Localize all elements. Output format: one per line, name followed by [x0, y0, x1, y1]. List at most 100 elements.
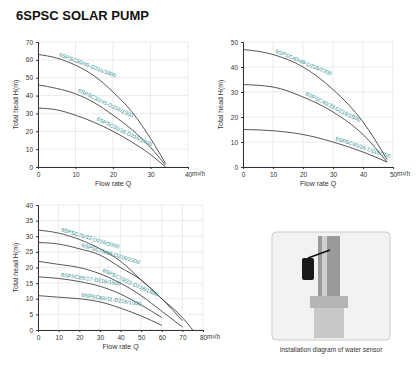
y-tick: 25 — [26, 248, 38, 255]
y-tick-mark — [241, 92, 243, 93]
y-tick-mark — [241, 42, 243, 43]
y-tick-label: 15 — [26, 280, 34, 287]
y-tick-label: 0 — [29, 164, 33, 171]
grid-line-y — [243, 42, 393, 43]
y-tick-mark — [36, 283, 38, 284]
pump-head — [310, 296, 348, 308]
curve-labels: 6SPSC40/49-D216/22006SPSC40/33-D216/1500… — [275, 48, 392, 159]
grid-line-y — [243, 92, 393, 93]
x-tick-mark — [182, 330, 183, 332]
curve-label: 6SPSC40/16-D216/750 — [335, 135, 391, 159]
y-tick: 0 — [29, 164, 38, 171]
y-tick-mark — [36, 236, 38, 237]
y-tick-label: 35 — [26, 217, 34, 224]
y-tick-label: 20 — [26, 128, 34, 135]
y-axis: 0510152025303540 — [26, 202, 39, 334]
y-tick: 0 — [234, 164, 243, 171]
y-tick: 70 — [26, 39, 38, 46]
x-tick-label: 70 — [179, 334, 187, 341]
y-tick: 35 — [26, 217, 38, 224]
pump-curve — [38, 108, 166, 167]
y-tick-label: 50 — [26, 74, 34, 81]
image-frame — [272, 232, 390, 340]
x-axis: 010203040 — [37, 167, 193, 178]
y-tick-label: 40 — [231, 64, 239, 71]
x-tick-label: 60 — [159, 334, 167, 341]
x-axis-line — [39, 168, 189, 170]
x-tick-mark — [203, 330, 204, 332]
x-tick-label: 10 — [270, 171, 278, 178]
y-tick: 30 — [26, 233, 38, 240]
y-tick-mark — [36, 221, 38, 222]
x-axis-title: Flow rate Q — [95, 180, 132, 188]
x-tick: 10 — [72, 167, 80, 178]
x-tick-mark — [393, 167, 394, 169]
x-tick-label: 50 — [138, 334, 146, 341]
x-tick: 30 — [147, 167, 155, 178]
x-tick-mark — [151, 167, 152, 169]
y-tick-mark — [36, 78, 38, 79]
x-tick: 20 — [110, 167, 118, 178]
x-tick-label: 20 — [300, 171, 308, 178]
installation-image — [272, 232, 390, 340]
page-title: 6SPSC SOLAR PUMP — [16, 8, 149, 23]
x-axis: 01020304050 — [242, 167, 398, 178]
y-tick-label: 10 — [26, 146, 34, 153]
y-tick: 50 — [231, 39, 243, 46]
x-tick-label: 20 — [110, 171, 118, 178]
y-tick-label: 40 — [26, 202, 34, 209]
y-tick-label: 20 — [231, 114, 239, 121]
grid-line-x — [141, 205, 142, 330]
x-tick-label: 30 — [97, 334, 105, 341]
y-tick-mark — [36, 314, 38, 315]
curve-label: 6SPSC60/11-D216/1000 — [81, 292, 141, 307]
x-tick-mark — [76, 167, 77, 169]
y-axis-line — [241, 43, 244, 168]
x-tick-mark — [100, 330, 101, 332]
y-tick: 60 — [26, 56, 38, 63]
curve-label: 6SPSC30/60-D216/1800 — [58, 51, 117, 78]
page: 6SPSC SOLAR PUMP 0 10 20 30 40 0 10 20 30 40 50 60 70… — [0, 0, 420, 373]
y-tick-label: 25 — [26, 248, 34, 255]
x-tick-mark — [79, 330, 80, 332]
x-tick-label: 0 — [37, 171, 41, 178]
curve-label: 6SPSC40/33-D216/1500 — [305, 91, 362, 123]
x-tick-label: 0 — [242, 171, 246, 178]
x-tick-label: 10 — [56, 334, 64, 341]
x-axis-title: Flow rate Q — [102, 343, 139, 351]
y-tick: 10 — [231, 139, 243, 146]
pump-curve — [38, 85, 166, 165]
x-tick-label: 30 — [330, 171, 338, 178]
y-axis-line — [36, 43, 39, 168]
curve-label: 6SPSC65/17-D216/1500 — [60, 271, 121, 286]
x-tick: 30 — [97, 330, 105, 341]
grid-line-x — [393, 42, 394, 167]
grid — [38, 205, 203, 330]
x-tick-mark — [303, 167, 304, 169]
image-caption: Installation diagram of water sensor — [280, 346, 383, 354]
curve-labels: 6SPSC30/60-D216/1800 6SPSC30/45-D216/1300… — [58, 51, 153, 147]
grid — [38, 42, 188, 167]
x-tick-label: 30 — [147, 171, 155, 178]
y-tick-label: 30 — [26, 110, 34, 117]
y-tick: 20 — [26, 264, 38, 271]
x-tick-mark — [121, 330, 122, 332]
curve-label: 6SPSC30/45-D216/1300 — [77, 87, 134, 118]
y-tick-label: 30 — [26, 233, 34, 240]
curve-label: 6SPSC30/31-D216/1000 — [96, 116, 153, 147]
y-tick-label: 0 — [234, 164, 238, 171]
y-tick-mark — [241, 142, 243, 143]
x-axis: 01020304050607080 — [37, 330, 208, 341]
y-tick-label: 40 — [26, 92, 34, 99]
y-axis-line — [36, 206, 39, 331]
x-tick: 70 — [179, 330, 187, 341]
x-tick: 0 — [37, 330, 41, 341]
y-axis-title: Total head H(m) — [12, 243, 20, 293]
x-tick-label: 0 — [37, 334, 41, 341]
y-tick: 0 — [29, 327, 38, 334]
y-tick-label: 0 — [29, 327, 33, 334]
y-tick: 20 — [231, 114, 243, 121]
grid-line-x — [188, 42, 189, 167]
x-tick-mark — [162, 330, 163, 332]
y-tick: 15 — [26, 280, 38, 287]
